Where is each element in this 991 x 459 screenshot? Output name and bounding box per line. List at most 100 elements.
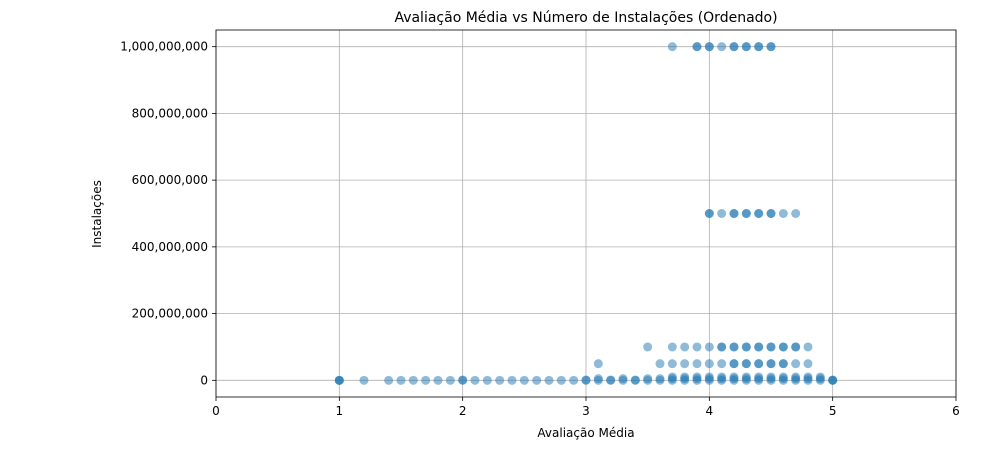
scatter-point <box>334 375 344 385</box>
scatter-point <box>754 359 764 369</box>
scatter-point <box>704 372 714 382</box>
scatter-point <box>791 209 801 218</box>
scatter-point <box>643 374 653 384</box>
scatter-point <box>766 342 776 352</box>
scatter-point <box>754 42 764 52</box>
scatter-point <box>778 372 788 382</box>
scatter-point <box>643 342 653 352</box>
y-axis-label: Instalações <box>90 180 104 248</box>
scatter-point <box>667 372 677 382</box>
y-tick-label: 200,000,000 <box>132 307 208 321</box>
scatter-point <box>717 359 727 369</box>
scatter-point <box>815 372 825 382</box>
scatter-point <box>741 359 751 369</box>
scatter-point <box>754 209 764 218</box>
scatter-point <box>766 372 776 382</box>
scatter-point <box>667 359 677 369</box>
x-tick-label: 6 <box>952 404 960 418</box>
scatter-point <box>692 42 702 52</box>
scatter-point <box>396 375 406 385</box>
x-axis-label: Avaliação Média <box>537 426 634 440</box>
scatter-point <box>803 342 813 352</box>
scatter-point <box>754 342 764 352</box>
scatter-point <box>544 375 554 385</box>
x-tick-label: 5 <box>829 404 837 418</box>
scatter-point <box>421 375 431 385</box>
scatter-point <box>766 209 776 218</box>
scatter-point <box>717 372 727 382</box>
scatter-point <box>458 375 468 385</box>
scatter-point <box>791 342 801 352</box>
scatter-point <box>741 42 751 52</box>
scatter-point <box>729 359 739 369</box>
scatter-point <box>593 359 603 369</box>
scatter-point <box>717 342 727 352</box>
x-axis: 0 1 2 3 4 5 6 <box>212 397 960 418</box>
scatter-point <box>445 375 455 385</box>
scatter-point <box>778 209 788 218</box>
x-tick-label: 2 <box>459 404 467 418</box>
scatter-point <box>507 375 517 385</box>
scatter-point <box>630 375 640 385</box>
scatter-point <box>408 375 418 385</box>
y-tick-label: 400,000,000 <box>132 240 208 254</box>
scatter-point <box>692 359 702 369</box>
scatter-point <box>766 359 776 369</box>
scatter-point <box>556 375 566 385</box>
scatter-point <box>717 209 727 218</box>
scatter-point <box>495 375 505 385</box>
scatter-point <box>741 209 751 218</box>
grid <box>215 30 957 397</box>
scatter-point <box>606 375 616 385</box>
scatter-point <box>729 342 739 352</box>
scatter-point <box>704 342 714 352</box>
y-tick-label: 0 <box>200 373 208 387</box>
scatter-point <box>791 372 801 382</box>
scatter-point <box>803 359 813 369</box>
y-tick-label: 600,000,000 <box>132 173 208 187</box>
x-tick-label: 4 <box>706 404 714 418</box>
scatter-point <box>741 372 751 382</box>
scatter-point <box>729 209 739 218</box>
scatter-point <box>766 42 776 52</box>
scatter-point <box>778 359 788 369</box>
scatter-point <box>680 359 690 369</box>
scatter-point <box>754 372 764 382</box>
y-axis: 0 200,000,000 400,000,000 600,000,000 800,00… <box>120 40 216 387</box>
scatter-point <box>569 375 579 385</box>
scatter-point <box>667 342 677 352</box>
y-tick-label: 1,000,000,000 <box>120 40 208 54</box>
scatter-point <box>384 375 394 385</box>
scatter-point <box>692 342 702 352</box>
scatter-point <box>482 375 492 385</box>
scatter-point <box>729 372 739 382</box>
scatter-point <box>828 375 838 385</box>
scatter-point <box>532 375 542 385</box>
scatter-point <box>667 42 677 52</box>
scatter-point <box>593 374 603 384</box>
scatter-point <box>717 42 727 52</box>
x-tick-label: 1 <box>336 404 344 418</box>
scatter-point <box>704 209 714 218</box>
scatter-point <box>433 375 443 385</box>
data-points <box>334 42 838 385</box>
scatter-point <box>655 359 665 369</box>
scatter-point <box>692 372 702 382</box>
scatter-point <box>618 374 628 384</box>
scatter-point <box>470 375 480 385</box>
scatter-point <box>741 342 751 352</box>
scatter-point <box>680 372 690 382</box>
scatter-point <box>581 375 591 385</box>
scatter-point <box>704 42 714 52</box>
scatter-point <box>680 342 690 352</box>
y-tick-label: 800,000,000 <box>132 106 208 120</box>
scatter-point <box>729 42 739 52</box>
scatter-point <box>655 374 665 384</box>
chart-title: Avaliação Média vs Número de Instalações… <box>394 10 777 26</box>
x-tick-label: 0 <box>212 404 220 418</box>
scatter-point <box>359 375 369 385</box>
scatter-point <box>704 359 714 369</box>
scatter-point <box>519 375 529 385</box>
x-tick-label: 3 <box>582 404 590 418</box>
